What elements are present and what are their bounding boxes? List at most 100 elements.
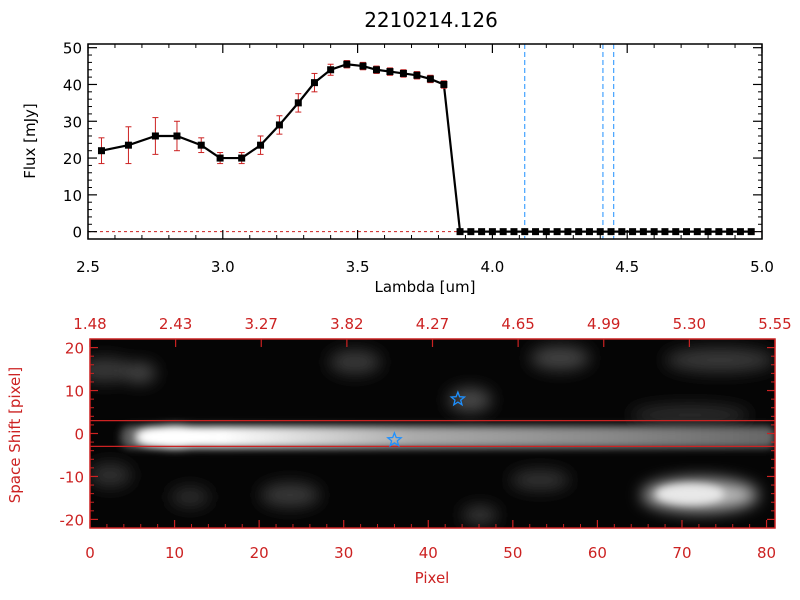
- data-point: [238, 154, 246, 162]
- x-tick-label: 3.0: [211, 258, 235, 276]
- x-tick-label: 5.0: [750, 258, 774, 276]
- data-point: [736, 228, 744, 236]
- data-point: [672, 228, 680, 236]
- data-point: [618, 228, 626, 236]
- data-point: [747, 228, 755, 236]
- wavelength-tick-label: 3.27: [245, 315, 278, 333]
- data-point: [467, 228, 475, 236]
- data-point: [372, 66, 380, 74]
- pixel-tick-label: 40: [419, 544, 438, 562]
- x-tick-label: 2.5: [76, 258, 100, 276]
- data-point: [257, 141, 265, 149]
- data-point: [151, 132, 159, 140]
- y-tick-label: 10: [63, 187, 82, 205]
- marker-group: [386, 390, 467, 448]
- data-point: [704, 228, 712, 236]
- space-shift-axis-label: Space Shift [pixel]: [6, 367, 24, 504]
- x-axis-label: Lambda [um]: [375, 278, 476, 296]
- pixel-tick-label: 30: [334, 544, 353, 562]
- data-point: [197, 141, 205, 149]
- data-point: [294, 99, 302, 107]
- pixel-tick-label: 60: [588, 544, 607, 562]
- y-tick-label: 20: [63, 150, 82, 168]
- data-point: [359, 62, 367, 70]
- data-point: [413, 71, 421, 79]
- data-point: [726, 228, 734, 236]
- pixel-tick-label: 10: [165, 544, 184, 562]
- flux-series: [97, 60, 755, 236]
- data-point: [310, 79, 318, 87]
- spectrum-image-plot: 0 10 20 30 40 50 60 70 80 1.48 2.43 3.27 3.82 4.27 4.6…: [6, 315, 792, 587]
- data-point: [542, 228, 550, 236]
- pixel-tick-label: 50: [503, 544, 522, 562]
- data-point: [173, 132, 181, 140]
- chart-title: 2210214.126: [364, 8, 498, 32]
- pixel-tick-label: 0: [85, 544, 95, 562]
- data-point: [216, 154, 224, 162]
- data-point: [478, 228, 486, 236]
- pixel-tick-label: 20: [250, 544, 269, 562]
- data-point: [607, 228, 615, 236]
- image-ticks: 0 10 20 30 40 50 60 70 80 1.48 2.43 3.27 3.82 4.27 4.6…: [60, 315, 792, 562]
- x-tick-label: 4.0: [480, 258, 504, 276]
- wavelength-tick-label: 1.48: [73, 315, 106, 333]
- data-point: [343, 60, 351, 68]
- data-point: [386, 68, 394, 76]
- wavelength-tick-label: 2.43: [159, 315, 192, 333]
- space-shift-tick-label: 0: [74, 426, 84, 444]
- space-shift-tick-label: -20: [60, 511, 85, 529]
- data-point: [399, 69, 407, 77]
- extraction-window: [90, 420, 775, 447]
- data-point: [629, 228, 637, 236]
- y-axis-label: Flux [mJy]: [21, 103, 39, 179]
- data-point: [532, 228, 540, 236]
- data-point: [521, 228, 529, 236]
- space-shift-tick-label: -10: [60, 468, 85, 486]
- wavelength-tick-label: 5.55: [758, 315, 791, 333]
- data-point: [639, 228, 647, 236]
- data-point: [275, 121, 283, 129]
- data-point: [440, 80, 448, 88]
- wavelength-tick-label: 4.99: [587, 315, 620, 333]
- data-point: [553, 228, 561, 236]
- wavelength-tick-label: 4.27: [416, 315, 449, 333]
- data-point: [575, 228, 583, 236]
- y-tick-label: 40: [63, 76, 82, 94]
- wavelength-tick-label: 3.82: [330, 315, 363, 333]
- spectrum-plot: 2210214.126 2.5 3.0 3.5 4.0 4.5 5.0 0 10 20 30 40 5…: [21, 8, 774, 296]
- x-tick-label: 3.5: [346, 258, 370, 276]
- data-point: [596, 228, 604, 236]
- wavelength-tick-label: 4.65: [501, 315, 534, 333]
- spectrum-axes-frame: [87, 43, 763, 240]
- data-point: [124, 141, 132, 149]
- spectrum-image: [90, 339, 775, 528]
- data-point: [510, 228, 518, 236]
- line-marker-group: [524, 44, 615, 239]
- y-tick-label: 0: [72, 224, 82, 242]
- data-point: [661, 228, 669, 236]
- spectrum-ticks: 2.5 3.0 3.5 4.0 4.5 5.0 0 10 20 30 40 50: [63, 40, 774, 276]
- pixel-tick-label: 80: [757, 544, 776, 562]
- pixel-axis-label: Pixel: [415, 569, 450, 587]
- data-point: [456, 228, 464, 236]
- data-point: [97, 147, 105, 155]
- y-tick-label: 30: [63, 113, 82, 131]
- target-star-marker: [386, 431, 403, 448]
- data-point: [585, 228, 593, 236]
- data-point: [499, 228, 507, 236]
- data-point: [693, 228, 701, 236]
- data-point: [715, 228, 723, 236]
- x-tick-label: 4.5: [615, 258, 639, 276]
- wavelength-tick-label: 5.30: [673, 315, 706, 333]
- data-point: [683, 228, 691, 236]
- data-point: [327, 66, 335, 74]
- data-point: [426, 75, 434, 83]
- pixel-tick-label: 70: [672, 544, 691, 562]
- space-shift-tick-label: 20: [65, 340, 84, 358]
- space-shift-tick-label: 10: [65, 383, 84, 401]
- y-tick-label: 50: [63, 40, 82, 58]
- data-point: [650, 228, 658, 236]
- data-point: [564, 228, 572, 236]
- source-star-marker: [449, 390, 467, 407]
